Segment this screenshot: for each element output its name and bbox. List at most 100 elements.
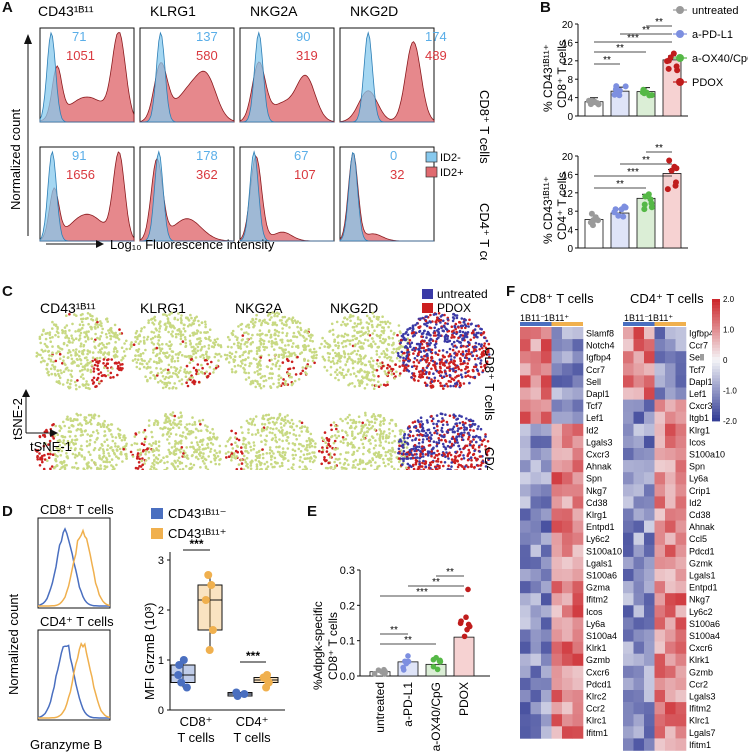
- tsne-point-r0-c0: [81, 317, 85, 321]
- tsne-point-r1-c1: [206, 446, 210, 449]
- tsne-point-r1-c2: [260, 428, 264, 432]
- tsne-point-r0-c3: [359, 357, 363, 361]
- tsne-point-r1-c4: [408, 464, 412, 467]
- tsne-point-r0-c4: [479, 359, 483, 362]
- tsne-point-r0-c3: [331, 348, 335, 352]
- panel-a-histograms: CD43¹ᴮ¹¹ KLRG1 NKG2A NKG2D 71 1051 137 5…: [8, 3, 492, 260]
- tsne-point-r1-c1: [179, 450, 182, 454]
- tsne-point-r1-c4: [471, 422, 475, 426]
- tsne-point-r1-c3: [379, 433, 382, 437]
- tsne-point-r0-c1: [183, 323, 186, 327]
- tsne-point-r0-c4: [457, 336, 460, 340]
- tsne-point-r0-c1: [177, 312, 180, 315]
- tsne-point-r0-c3: [386, 349, 389, 352]
- tsne-point-r1-c1: [203, 457, 206, 461]
- tsne-point-r0-c3: [367, 371, 371, 374]
- tsne-point-r0-c3: [356, 322, 360, 326]
- tsne-point-r0-c3: [359, 330, 363, 333]
- tsne-point-r0-c0: [57, 331, 60, 335]
- tsne-point-r0-c1: [197, 337, 201, 340]
- tsne-point-r1-c3: [344, 430, 347, 434]
- tsne-point-r0-c4: [461, 330, 465, 334]
- tsne-point-r0-c2: [270, 345, 274, 348]
- tsne-point-r0-c0: [83, 367, 87, 371]
- tsne-point-r1-c0: [89, 413, 93, 417]
- tsne-point-r0-c1: [138, 362, 142, 365]
- tsne-point-r0-c4: [443, 340, 447, 343]
- tsne-point-r0-c3: [372, 387, 376, 390]
- b-sig-4: **: [655, 17, 663, 28]
- tsne-point-r1-c1: [167, 427, 170, 430]
- tsne-point-r0-c1: [205, 350, 208, 354]
- tsne-point-r0-c1: [197, 368, 201, 372]
- tsne-point-r0-c4: [460, 368, 463, 372]
- tsne-point-r1-c1: [202, 447, 205, 451]
- tsne-point-r0-c4: [404, 366, 408, 370]
- tsne-point-r1-c1: [182, 452, 185, 455]
- tsne-point-r0-c0: [69, 379, 73, 382]
- tsne-point-r1-c3: [373, 421, 377, 424]
- tsne-point-r1-c1: [166, 438, 169, 441]
- tsne-point-r0-c2: [244, 371, 248, 375]
- tsne-point-r1-c2: [241, 431, 244, 434]
- tsne-point-r0-c0: [106, 362, 110, 365]
- tsne-point-r0-c4: [448, 353, 452, 356]
- tsne-point-r1-c4: [431, 468, 434, 470]
- tsne-point-r0-c4: [420, 335, 423, 338]
- tsne-point-r1-c4: [450, 442, 454, 446]
- tsne-point-r0-c3: [367, 329, 371, 333]
- tsne-point-r0-c3: [375, 333, 379, 337]
- tsne-point-r1-c0: [59, 454, 63, 457]
- tsne-point-r1-c4: [413, 443, 417, 447]
- tsne-point-r0-c4: [484, 366, 487, 370]
- tsne-point-r1-c4: [408, 453, 412, 456]
- tsne-point-r1-c1: [143, 440, 147, 444]
- tsne-point-r1-c2: [226, 440, 229, 443]
- tsne-point-r0-c1: [155, 346, 159, 350]
- tsne-point-r1-c4: [441, 417, 444, 420]
- tsne-point-r0-c2: [274, 337, 277, 341]
- tsne-point-r1-c1: [173, 445, 176, 448]
- tsne-point-r0-c0: [40, 356, 44, 360]
- tsne-point-r1-c3: [393, 467, 396, 470]
- tsne-point-r0-c4: [485, 350, 489, 354]
- tsne-point-r0-c2: [271, 372, 274, 375]
- tsne-point-r0-c4: [436, 379, 440, 383]
- tsne-point-r0-c0: [86, 349, 90, 352]
- cd8-nkg2d-id2pos-count: 489: [425, 48, 447, 63]
- tsne-point-r0-c4: [474, 341, 478, 345]
- tsne-point-r0-c0: [35, 351, 39, 355]
- tsne-point-r0-c0: [66, 351, 70, 355]
- tsne-point-r0-c1: [208, 335, 211, 339]
- tsne-point-r1-c1: [196, 443, 200, 447]
- tsne-point-r0-c2: [306, 363, 310, 366]
- tsne-point-r1-c2: [285, 439, 288, 442]
- tsne-point-r1-c0: [57, 450, 60, 453]
- tsne-point-r1-c0: [94, 461, 97, 465]
- tsne-point-r1-c3: [391, 446, 394, 450]
- tsne-point-r1-c2: [311, 451, 314, 454]
- e-dot-0: [382, 668, 388, 675]
- tsne-point-r1-c1: [178, 462, 182, 465]
- hist-id2neg-r0-c1: [140, 31, 234, 123]
- tsne-point-r1-c1: [129, 450, 133, 454]
- tsne-point-r0-c1: [194, 351, 198, 355]
- tsne-point-r1-c2: [274, 436, 278, 439]
- tsne-point-r0-c0: [67, 340, 70, 344]
- tsne-point-r1-c1: [206, 468, 210, 470]
- tsne-point-r0-c0: [58, 382, 62, 385]
- tsne-point-r0-c4: [434, 351, 437, 354]
- tsne-point-r1-c2: [268, 452, 272, 455]
- tsne-point-r1-c0: [86, 466, 89, 470]
- tsne-point-r0-c1: [137, 348, 141, 351]
- tsne-point-r0-c1: [192, 352, 195, 356]
- tsne-point-r0-c4: [421, 332, 425, 335]
- tsne-point-r1-c0: [96, 431, 100, 435]
- tsne-point-r0-c0: [51, 363, 54, 367]
- tsne-point-r1-c0: [75, 467, 79, 470]
- tsne-point-r0-c1: [167, 344, 170, 348]
- tsne-point-r0-c4: [415, 367, 418, 371]
- panel-label-a: A: [2, 0, 13, 16]
- tsne-point-r1-c2: [254, 458, 258, 462]
- tsne-point-r1-c0: [79, 428, 83, 431]
